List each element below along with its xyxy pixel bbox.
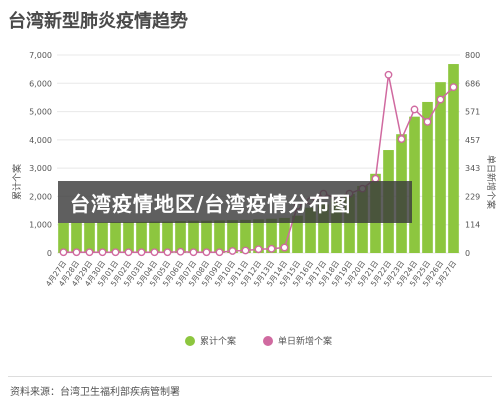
line-point	[410, 105, 419, 114]
bar	[305, 207, 316, 253]
right-tick-label: 571	[465, 108, 480, 117]
line-point	[254, 245, 263, 254]
bar	[318, 204, 329, 253]
line-point	[111, 248, 120, 257]
left-tick-label: 0	[47, 249, 52, 258]
right-tick-label: 457	[465, 136, 480, 145]
line-point	[449, 83, 458, 92]
line-point	[267, 244, 276, 253]
line-point	[215, 248, 224, 257]
bar	[149, 221, 160, 253]
right-tick-label: 686	[465, 79, 480, 88]
line-point	[241, 246, 250, 255]
legend-line-label: 单日新增个案	[278, 335, 332, 347]
legend-line-marker	[263, 336, 273, 346]
bar	[253, 219, 264, 253]
left-tick-label: 1,000	[29, 221, 52, 230]
line-point	[124, 248, 133, 257]
left-axis-label: 累计个案	[11, 164, 23, 200]
line-point	[72, 248, 81, 257]
line-point	[85, 248, 94, 257]
legend-bar-label: 累计个案	[200, 335, 236, 347]
bar	[188, 220, 199, 253]
line-point	[150, 248, 159, 257]
bar-series	[58, 64, 459, 254]
line-point	[384, 70, 393, 79]
bar	[58, 223, 69, 253]
bar	[71, 222, 82, 253]
bar	[84, 222, 95, 253]
left-axis-ticks: 0 1,000 2,000 3,000 4,000 5,000 6,000 7,000	[29, 51, 52, 258]
left-tick-label: 3,000	[29, 164, 52, 173]
bar	[240, 219, 251, 253]
line-point	[59, 248, 68, 257]
right-axis-ticks: 0 114 229 343 457 571 686 800	[465, 51, 480, 258]
bar	[175, 221, 186, 253]
bar	[344, 193, 355, 253]
right-tick-label: 0	[465, 249, 470, 258]
line-point	[280, 243, 289, 252]
left-tick-label: 2,000	[29, 192, 52, 201]
bar	[422, 101, 433, 253]
bar	[97, 222, 108, 253]
bar	[162, 221, 173, 253]
line-point	[98, 248, 107, 257]
chart-title: 台湾新型肺炎疫情趋势	[8, 11, 188, 32]
line-point	[436, 95, 445, 104]
right-tick-label: 114	[465, 221, 480, 230]
overlay-banner-text: 台湾疫情地区/台湾疫情分布图	[70, 192, 352, 216]
bar	[123, 222, 134, 253]
line-point	[228, 247, 237, 255]
right-tick-label: 800	[465, 51, 480, 60]
bar	[201, 220, 212, 253]
divider	[8, 376, 492, 377]
bar	[214, 220, 225, 253]
bar	[110, 222, 121, 253]
bar	[279, 217, 290, 253]
line-point	[137, 248, 146, 257]
line-point	[163, 248, 172, 257]
bar	[266, 218, 277, 253]
bar	[448, 64, 459, 254]
bar	[435, 82, 446, 253]
line-point	[202, 248, 211, 257]
left-tick-label: 5,000	[29, 108, 52, 117]
right-tick-label: 343	[465, 164, 480, 173]
bar	[136, 221, 147, 253]
left-tick-label: 7,000	[29, 51, 52, 60]
right-axis-label: 单日新增个案	[485, 155, 497, 209]
legend: 累计个案 单日新增个案	[185, 335, 332, 347]
right-tick-label: 229	[465, 192, 480, 201]
bar	[409, 116, 420, 253]
bar	[292, 215, 303, 253]
x-axis-labels: 4月27日4月28日4月29日4月30日5月01日5月02日5月03日5月04日…	[44, 259, 458, 288]
line-point	[176, 247, 185, 256]
line-point	[423, 117, 432, 126]
legend-bar-marker	[185, 336, 195, 346]
source-note: 资料来源：台湾卫生福利部疾病管制署	[10, 387, 180, 398]
overlay-banner	[58, 181, 412, 223]
bar	[331, 197, 342, 253]
line-point	[189, 248, 198, 257]
left-tick-label: 4,000	[29, 136, 52, 145]
left-tick-label: 6,000	[29, 79, 52, 88]
bar	[227, 220, 238, 253]
line-point	[397, 135, 406, 144]
